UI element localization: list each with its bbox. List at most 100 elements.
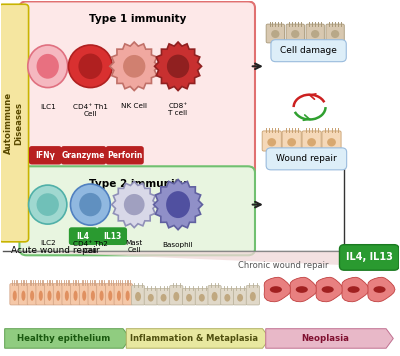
FancyBboxPatch shape [144,288,158,305]
Ellipse shape [91,290,95,301]
Polygon shape [11,251,342,265]
Ellipse shape [296,286,308,293]
FancyBboxPatch shape [88,284,98,305]
Ellipse shape [48,290,52,301]
Ellipse shape [126,290,130,301]
Text: Autoimmune
Diseases: Autoimmune Diseases [4,92,23,154]
FancyBboxPatch shape [62,284,72,305]
FancyBboxPatch shape [306,24,324,43]
FancyBboxPatch shape [266,148,347,170]
Ellipse shape [160,294,166,302]
Ellipse shape [271,30,280,38]
Text: Healthy epithelium: Healthy epithelium [17,334,110,343]
Ellipse shape [224,294,230,302]
FancyBboxPatch shape [195,288,208,305]
FancyBboxPatch shape [170,286,183,305]
Text: Inflammation & Metaplasia: Inflammation & Metaplasia [130,334,258,343]
FancyBboxPatch shape [114,284,124,305]
Text: Chronic wound repair: Chronic wound repair [238,261,328,271]
Ellipse shape [167,54,189,78]
Text: Wound repair: Wound repair [276,155,337,163]
Text: Mast
Cell: Mast Cell [126,240,143,253]
FancyBboxPatch shape [271,40,346,62]
Text: IL4: IL4 [77,232,90,241]
Ellipse shape [13,290,17,301]
Text: Type 2 immunity: Type 2 immunity [88,179,186,189]
FancyBboxPatch shape [69,227,98,245]
Ellipse shape [39,290,43,301]
FancyBboxPatch shape [262,131,281,151]
Ellipse shape [36,193,59,216]
Ellipse shape [322,286,334,293]
Ellipse shape [186,294,192,302]
Polygon shape [110,42,159,90]
Ellipse shape [311,30,319,38]
FancyBboxPatch shape [302,131,321,151]
Polygon shape [5,329,130,348]
FancyBboxPatch shape [234,288,247,305]
Text: IL4, IL13: IL4, IL13 [346,252,393,262]
Ellipse shape [65,290,69,301]
Polygon shape [266,329,393,348]
Ellipse shape [307,138,316,146]
Ellipse shape [68,45,112,88]
Ellipse shape [78,53,102,79]
Text: NK Cell: NK Cell [121,103,147,109]
FancyBboxPatch shape [20,1,255,177]
Ellipse shape [250,292,256,301]
Ellipse shape [287,138,296,146]
Text: Perforin: Perforin [107,151,142,160]
Ellipse shape [108,290,112,301]
FancyBboxPatch shape [221,288,234,305]
Ellipse shape [270,286,282,293]
Ellipse shape [117,290,121,301]
FancyBboxPatch shape [132,286,145,305]
FancyBboxPatch shape [282,131,301,151]
FancyBboxPatch shape [97,227,127,245]
FancyBboxPatch shape [326,24,344,43]
Ellipse shape [327,138,336,146]
Ellipse shape [70,184,110,225]
FancyBboxPatch shape [246,286,260,305]
FancyBboxPatch shape [0,4,28,242]
FancyBboxPatch shape [157,288,170,305]
Ellipse shape [79,193,102,216]
FancyBboxPatch shape [18,284,28,305]
FancyBboxPatch shape [266,24,284,43]
Ellipse shape [148,294,154,302]
FancyBboxPatch shape [340,245,399,270]
Ellipse shape [348,286,360,293]
Ellipse shape [28,185,67,224]
Ellipse shape [30,290,34,301]
FancyBboxPatch shape [61,146,106,164]
Polygon shape [126,329,270,348]
Text: CD8⁺
T cell: CD8⁺ T cell [168,103,188,116]
Text: Basophil: Basophil [163,242,193,248]
Ellipse shape [374,286,386,293]
Polygon shape [264,277,291,302]
Text: CD4⁺ Th1
Cell: CD4⁺ Th1 Cell [73,104,108,116]
Polygon shape [342,277,369,302]
Ellipse shape [36,54,59,79]
Text: IL13: IL13 [103,232,121,241]
Ellipse shape [331,30,339,38]
FancyBboxPatch shape [208,286,221,305]
FancyBboxPatch shape [182,288,196,305]
Polygon shape [154,42,202,90]
FancyBboxPatch shape [105,284,115,305]
Ellipse shape [123,55,145,78]
Ellipse shape [28,45,68,88]
Polygon shape [316,277,343,302]
Ellipse shape [82,290,86,301]
Ellipse shape [199,294,205,302]
Text: Type 1 immunity: Type 1 immunity [88,14,186,24]
FancyBboxPatch shape [97,284,106,305]
Text: Granzyme: Granzyme [62,151,105,160]
Text: Neoplasia: Neoplasia [302,334,350,343]
Polygon shape [290,277,317,302]
FancyBboxPatch shape [71,284,80,305]
FancyBboxPatch shape [123,284,132,305]
Polygon shape [368,277,395,302]
Polygon shape [154,179,202,230]
FancyBboxPatch shape [44,284,54,305]
